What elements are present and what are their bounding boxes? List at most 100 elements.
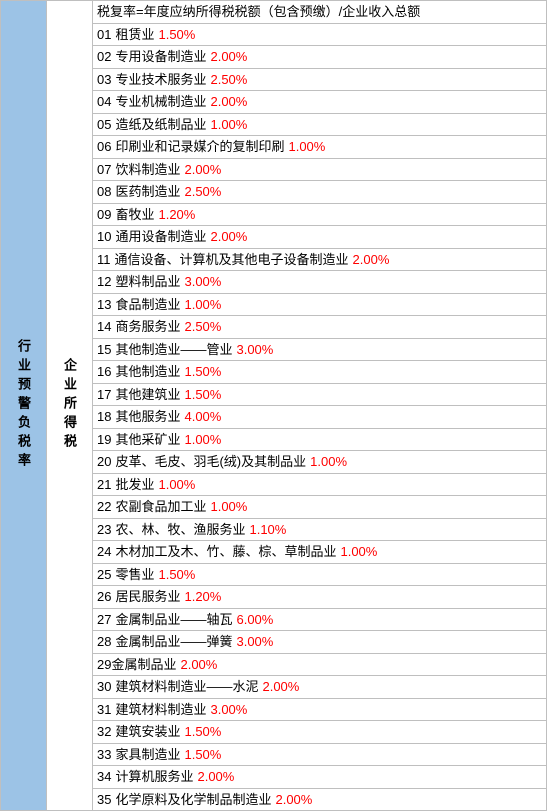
- row-name: 皮革、毛皮、羽毛(绒)及其制品业: [115, 453, 306, 471]
- row-number: 09: [97, 206, 111, 224]
- row-number: 04: [97, 93, 111, 111]
- row-name: 化学原料及化学制品制造业: [115, 791, 271, 809]
- row-percent: 3.00%: [210, 701, 247, 719]
- row-name: 计算机服务业: [115, 768, 193, 786]
- table-row: 05造纸及纸制品业1.00%: [93, 114, 546, 137]
- table-row: 28金属制品业——弹簧3.00%: [93, 631, 546, 654]
- row-name: 零售业: [115, 566, 154, 584]
- row-name: 其他采矿业: [115, 431, 180, 449]
- row-percent: 1.10%: [249, 521, 286, 539]
- row-number: 08: [97, 183, 111, 201]
- row-number: 34: [97, 768, 111, 786]
- table-row: 04专业机械制造业2.00%: [93, 91, 546, 114]
- table-row: 06印刷业和记录媒介的复制印刷1.00%: [93, 136, 546, 159]
- row-number: 11: [97, 251, 111, 269]
- table-row: 07饮料制造业2.00%: [93, 159, 546, 182]
- row-name: 金属制品业: [111, 656, 176, 674]
- row-number: 29: [97, 656, 111, 674]
- right-column: 税复率=年度应纳所得税税额（包含预缴）/企业收入总额 01租赁业1.50%02专…: [93, 1, 546, 810]
- table-row: 19其他采矿业1.00%: [93, 429, 546, 452]
- table-row: 02专用设备制造业2.00%: [93, 46, 546, 69]
- row-name: 金属制品业——轴瓦: [115, 611, 232, 629]
- row-percent: 1.50%: [158, 566, 195, 584]
- header-row: 税复率=年度应纳所得税税额（包含预缴）/企业收入总额: [93, 1, 546, 24]
- row-number: 13: [97, 296, 111, 314]
- row-number: 27: [97, 611, 111, 629]
- mid-label: 企业所得税: [60, 358, 79, 453]
- row-percent: 1.00%: [288, 138, 325, 156]
- row-percent: 1.00%: [184, 431, 221, 449]
- row-number: 05: [97, 116, 111, 134]
- table-row: 23农、林、牧、渔服务业1.10%: [93, 519, 546, 542]
- row-name: 其他服务业: [115, 408, 180, 426]
- row-number: 14: [97, 318, 111, 336]
- row-number: 25: [97, 566, 111, 584]
- row-percent: 2.00%: [210, 48, 247, 66]
- row-number: 20: [97, 453, 111, 471]
- row-number: 30: [97, 678, 111, 696]
- row-number: 10: [97, 228, 111, 246]
- row-name: 饮料制造业: [115, 161, 180, 179]
- table-row: 08医药制造业2.50%: [93, 181, 546, 204]
- row-name: 专用设备制造业: [115, 48, 206, 66]
- row-name: 食品制造业: [115, 296, 180, 314]
- row-number: 21: [97, 476, 111, 494]
- row-name: 农、林、牧、渔服务业: [115, 521, 245, 539]
- row-name: 造纸及纸制品业: [115, 116, 206, 134]
- row-percent: 1.00%: [210, 116, 247, 134]
- table-row: 27金属制品业——轴瓦6.00%: [93, 609, 546, 632]
- row-number: 12: [97, 273, 111, 291]
- row-percent: 3.00%: [236, 633, 273, 651]
- table-row: 09畜牧业1.20%: [93, 204, 546, 227]
- row-number: 26: [97, 588, 111, 606]
- left-column: 行业预警负税率: [1, 1, 47, 810]
- row-percent: 2.00%: [210, 228, 247, 246]
- row-number: 01: [97, 26, 111, 44]
- table-row: 03专业技术服务业2.50%: [93, 69, 546, 92]
- row-name: 医药制造业: [115, 183, 180, 201]
- table-row: 31建筑材料制造业3.00%: [93, 699, 546, 722]
- row-number: 24: [97, 543, 111, 561]
- row-name: 印刷业和记录媒介的复制印刷: [115, 138, 284, 156]
- row-name: 专业机械制造业: [115, 93, 206, 111]
- row-name: 商务服务业: [115, 318, 180, 336]
- row-number: 16: [97, 363, 111, 381]
- table-row: 34计算机服务业2.00%: [93, 766, 546, 789]
- row-number: 17: [97, 386, 111, 404]
- table-row: 17其他建筑业1.50%: [93, 384, 546, 407]
- table-row: 32建筑安装业1.50%: [93, 721, 546, 744]
- table-row: 14商务服务业2.50%: [93, 316, 546, 339]
- row-percent: 6.00%: [236, 611, 273, 629]
- row-name: 木材加工及木、竹、藤、棕、草制品业: [115, 543, 336, 561]
- table-row: 15其他制造业——管业3.00%: [93, 339, 546, 362]
- table-row: 24木材加工及木、竹、藤、棕、草制品业1.00%: [93, 541, 546, 564]
- row-percent: 2.00%: [353, 251, 390, 269]
- row-name: 租赁业: [115, 26, 154, 44]
- row-name: 其他建筑业: [115, 386, 180, 404]
- row-percent: 2.00%: [180, 656, 217, 674]
- row-name: 畜牧业: [115, 206, 154, 224]
- table-row: 25零售业1.50%: [93, 564, 546, 587]
- table-row: 30建筑材料制造业——水泥2.00%: [93, 676, 546, 699]
- mid-column: 企业所得税: [47, 1, 93, 810]
- row-name: 家具制造业: [115, 746, 180, 764]
- table-row: 26居民服务业1.20%: [93, 586, 546, 609]
- table-row: 33家具制造业1.50%: [93, 744, 546, 767]
- row-percent: 2.50%: [184, 318, 221, 336]
- table-row: 35化学原料及化学制品制造业2.00%: [93, 789, 546, 811]
- row-percent: 1.00%: [158, 476, 195, 494]
- row-percent: 1.50%: [184, 723, 221, 741]
- row-percent: 1.50%: [184, 386, 221, 404]
- row-number: 06: [97, 138, 111, 156]
- row-number: 23: [97, 521, 111, 539]
- table-row: 01租赁业1.50%: [93, 24, 546, 47]
- table-row: 11通信设备、计算机及其他电子设备制造业2.00%: [93, 249, 546, 272]
- row-percent: 4.00%: [184, 408, 221, 426]
- row-number: 22: [97, 498, 111, 516]
- row-percent: 3.00%: [236, 341, 273, 359]
- row-percent: 1.50%: [184, 746, 221, 764]
- table-row: 21批发业1.00%: [93, 474, 546, 497]
- row-name: 通用设备制造业: [115, 228, 206, 246]
- row-percent: 1.00%: [210, 498, 247, 516]
- row-name: 塑料制品业: [115, 273, 180, 291]
